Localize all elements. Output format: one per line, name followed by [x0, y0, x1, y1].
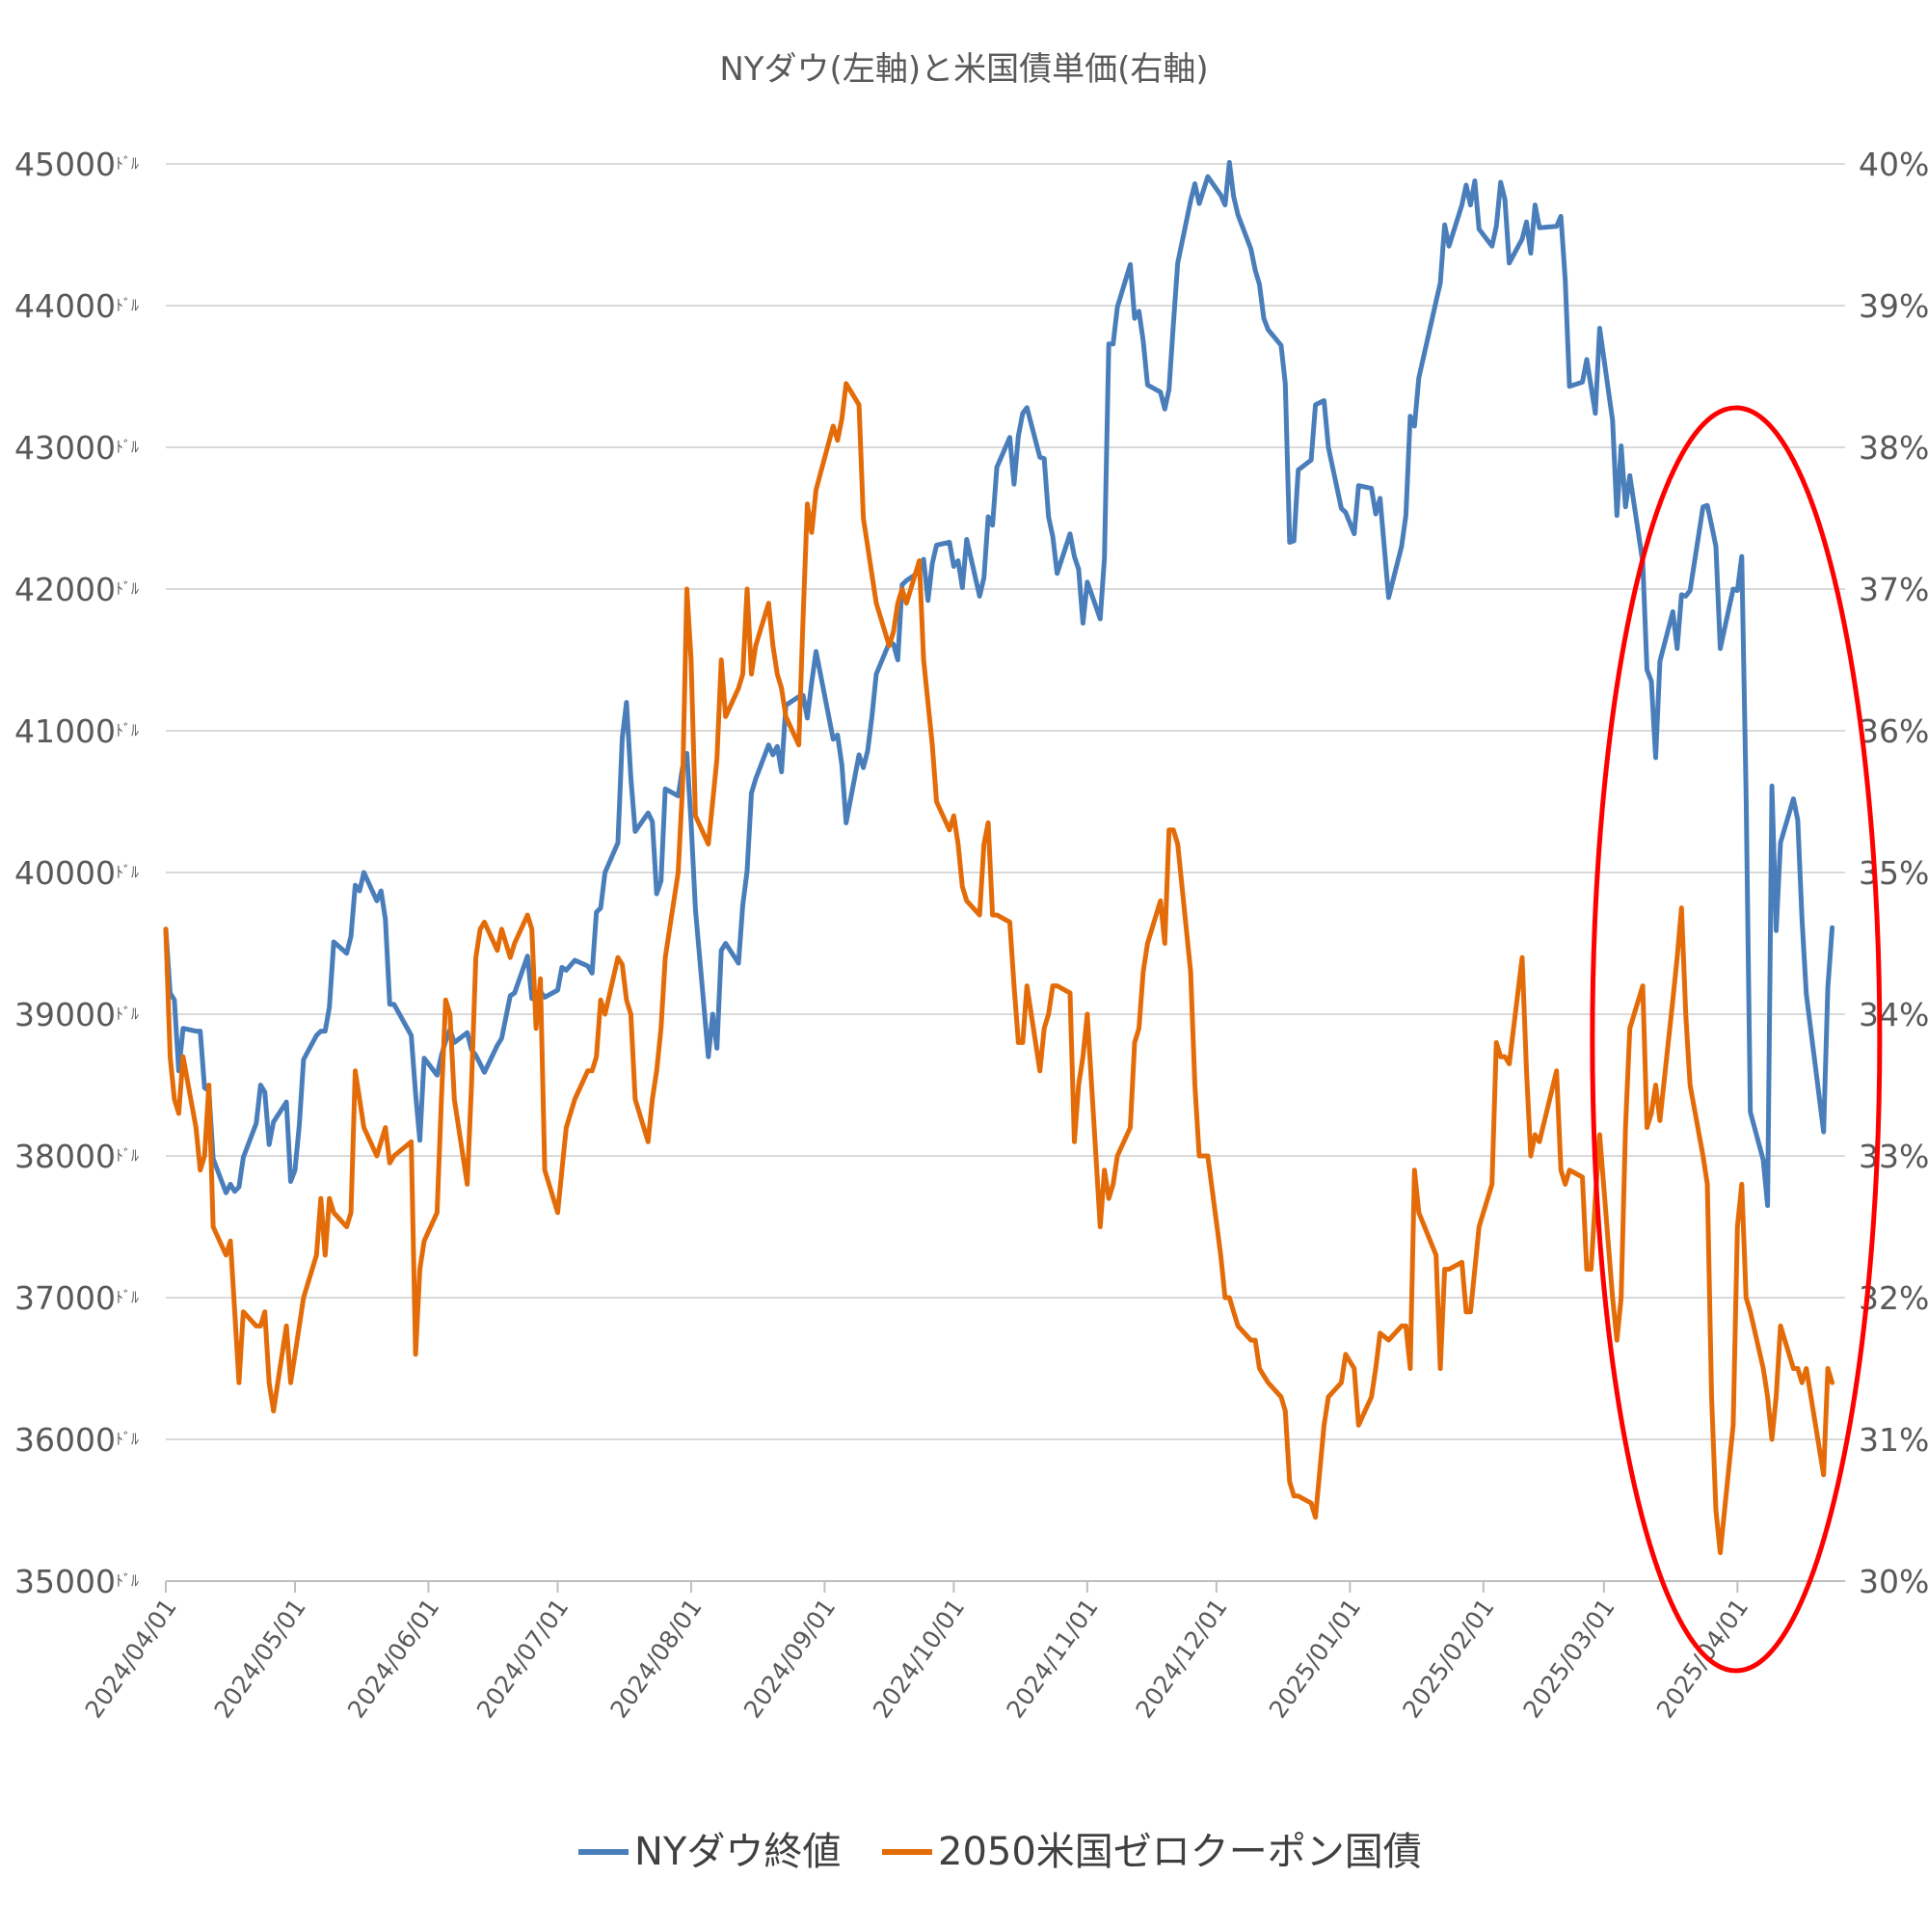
left-tick-label: 35000 [14, 1563, 116, 1600]
left-tick-unit: ﾄﾞﾙ [116, 721, 139, 739]
annotations [1590, 405, 1883, 1674]
left-tick-label: 39000 [14, 996, 116, 1033]
x-tick-label: 2024/06/01 [342, 1594, 444, 1724]
left-tick-label: 36000 [14, 1421, 116, 1459]
right-tick-label: 38% [1859, 429, 1928, 467]
x-tick-label: 2025/01/01 [1264, 1594, 1366, 1724]
highlight-ellipse [1590, 405, 1883, 1674]
right-tick-label: 36% [1859, 712, 1928, 750]
left-tick-label: 43000 [14, 429, 116, 467]
right-tick-label: 40% [1859, 146, 1928, 183]
x-tick-label: 2025/04/01 [1651, 1594, 1754, 1724]
right-y-axis: 30%31%32%33%34%35%36%37%38%39%40% [1859, 146, 1928, 1600]
left-tick-label: 38000 [14, 1138, 116, 1175]
left-tick-unit: ﾄﾞﾙ [116, 1288, 139, 1306]
left-tick-label: 42000 [14, 571, 116, 608]
left-tick-label: 44000 [14, 287, 116, 325]
x-tick-label: 2024/11/01 [1001, 1594, 1103, 1724]
legend: NYダウ終値 2050米国ゼロクーポン国債 [578, 1830, 1422, 1874]
x-axis: 2024/04/01 2024/05/01 2024/06/01 2024/07/01… [80, 1580, 1845, 1724]
left-tick-unit: ﾄﾞﾙ [116, 296, 139, 314]
left-tick-unit: ﾄﾞﾙ [116, 1430, 139, 1448]
legend-label-bond: 2050米国ゼロクーポン国債 [938, 1830, 1422, 1874]
left-tick-label: 41000 [14, 712, 116, 750]
series-lines [163, 160, 1835, 1556]
left-tick-label: 37000 [14, 1279, 116, 1317]
x-tick-label: 2024/08/01 [604, 1594, 707, 1724]
x-tick-label: 2024/12/01 [1130, 1594, 1232, 1724]
left-tick-unit: ﾄﾞﾙ [116, 1571, 139, 1590]
right-tick-label: 30% [1859, 1563, 1928, 1600]
dow-close-series-line [163, 160, 1835, 1208]
right-tick-label: 37% [1859, 571, 1928, 608]
zero-coupon-bond-series-line [163, 381, 1835, 1556]
right-tick-label: 34% [1859, 996, 1928, 1033]
left-tick-label: 45000 [14, 146, 116, 183]
x-tick-label: 2025/03/01 [1517, 1594, 1620, 1724]
left-tick-unit: ﾄﾞﾙ [116, 438, 139, 456]
x-tick-label: 2025/02/01 [1397, 1594, 1499, 1724]
x-tick-label: 2024/10/01 [868, 1594, 970, 1724]
right-tick-label: 35% [1859, 854, 1928, 892]
left-tick-unit: ﾄﾞﾙ [116, 1005, 139, 1023]
legend-label-dow: NYダウ終値 [634, 1830, 841, 1874]
x-tick-label: 2024/05/01 [209, 1594, 311, 1724]
x-tick-label: 2024/04/01 [80, 1594, 182, 1724]
left-tick-unit: ﾄﾞﾙ [116, 863, 139, 881]
x-tick-label: 2024/09/01 [738, 1594, 841, 1724]
chart-title: NYダウ(左軸)と米国債単価(右軸) [719, 50, 1208, 89]
right-tick-label: 39% [1859, 287, 1928, 325]
left-tick-unit: ﾄﾞﾙ [116, 154, 139, 173]
left-tick-unit: ﾄﾞﾙ [116, 579, 139, 598]
gridlines [166, 163, 1845, 1582]
right-tick-label: 31% [1859, 1421, 1928, 1459]
right-tick-label: 33% [1859, 1138, 1928, 1175]
left-tick-unit: ﾄﾞﾙ [116, 1146, 139, 1165]
x-tick-label: 2024/07/01 [471, 1594, 574, 1724]
left-tick-label: 40000 [14, 854, 116, 892]
